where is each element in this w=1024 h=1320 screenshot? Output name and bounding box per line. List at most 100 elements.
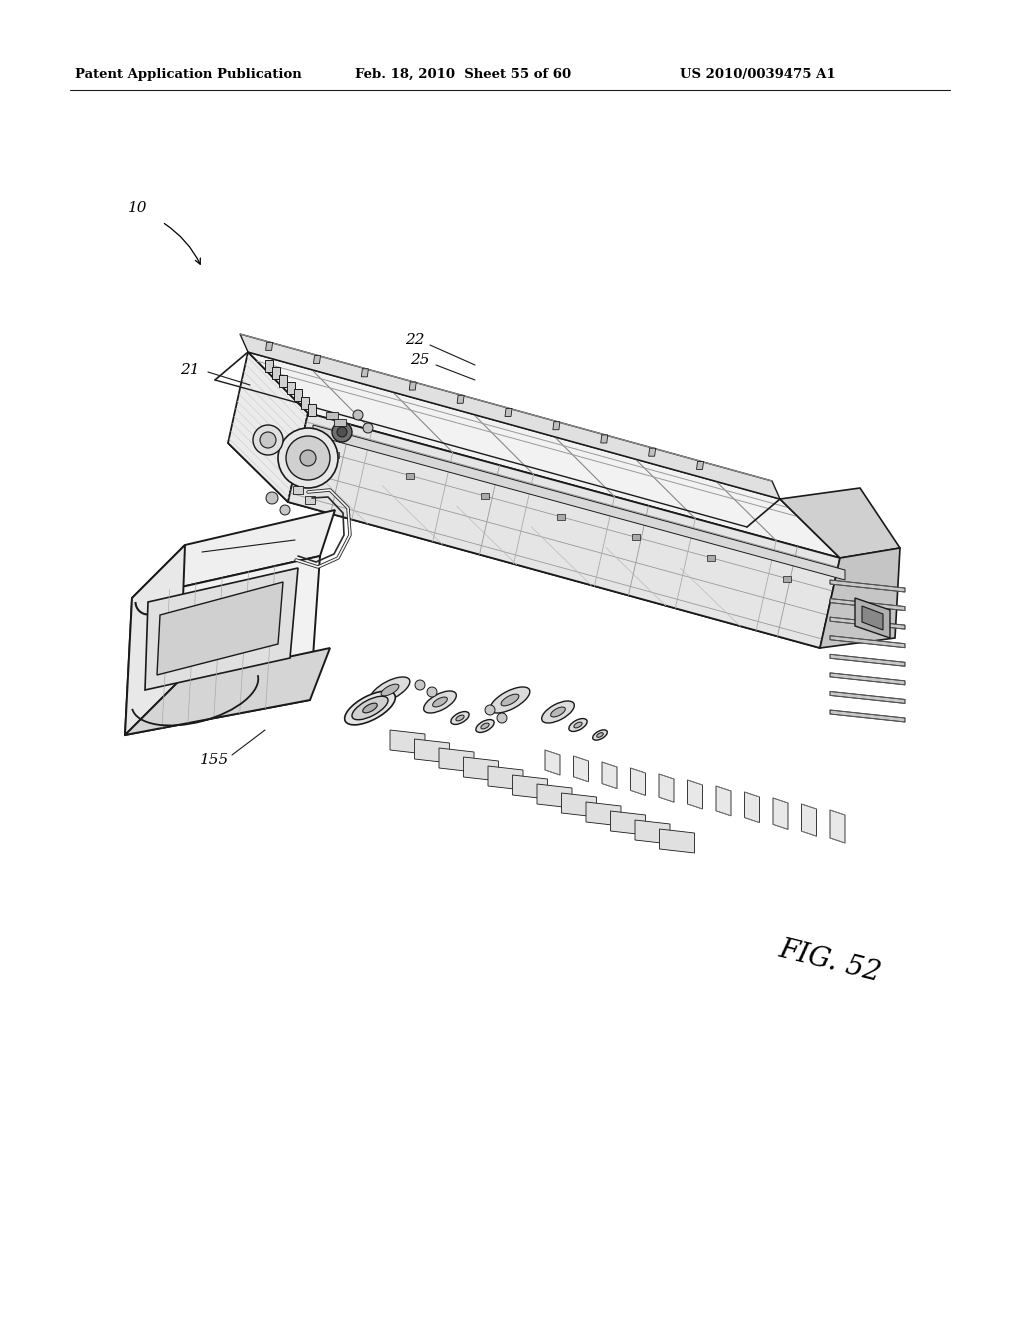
Polygon shape (361, 368, 369, 376)
Bar (334, 418, 346, 426)
Polygon shape (696, 462, 703, 470)
Bar (326, 412, 338, 418)
Bar (557, 513, 564, 520)
Polygon shape (313, 425, 845, 579)
Polygon shape (240, 334, 780, 499)
Circle shape (497, 713, 507, 723)
Polygon shape (248, 352, 840, 558)
Polygon shape (145, 568, 298, 690)
Polygon shape (280, 375, 288, 387)
Polygon shape (561, 793, 597, 817)
Polygon shape (228, 444, 820, 648)
Polygon shape (716, 785, 731, 816)
Polygon shape (308, 404, 316, 416)
Text: 155: 155 (201, 752, 229, 767)
Circle shape (485, 705, 495, 715)
Polygon shape (294, 389, 302, 401)
Polygon shape (830, 636, 905, 648)
Circle shape (332, 422, 352, 442)
Polygon shape (301, 397, 309, 409)
Polygon shape (830, 673, 905, 685)
Polygon shape (862, 606, 883, 630)
Polygon shape (488, 766, 523, 789)
Polygon shape (272, 367, 281, 379)
Polygon shape (265, 342, 272, 350)
Polygon shape (125, 648, 330, 735)
Polygon shape (802, 804, 816, 836)
Polygon shape (410, 381, 416, 389)
Polygon shape (464, 756, 499, 781)
Circle shape (415, 680, 425, 690)
Circle shape (337, 426, 347, 437)
Text: 22: 22 (406, 333, 425, 347)
Circle shape (427, 686, 437, 697)
Polygon shape (773, 799, 788, 829)
Text: 25: 25 (411, 352, 430, 367)
Polygon shape (512, 775, 548, 799)
Ellipse shape (352, 696, 388, 719)
Polygon shape (125, 556, 319, 735)
Bar (331, 453, 339, 458)
Ellipse shape (542, 701, 574, 723)
Polygon shape (573, 756, 589, 781)
Text: US 2010/0039475 A1: US 2010/0039475 A1 (680, 69, 836, 81)
Text: 21: 21 (180, 363, 200, 378)
Polygon shape (228, 352, 308, 502)
Ellipse shape (597, 733, 603, 738)
Circle shape (286, 436, 330, 480)
Bar (632, 535, 640, 540)
Text: 61: 61 (178, 545, 198, 558)
Polygon shape (635, 820, 670, 843)
Circle shape (280, 506, 290, 515)
Ellipse shape (433, 697, 447, 708)
Circle shape (253, 425, 283, 455)
Polygon shape (132, 510, 335, 598)
Polygon shape (602, 762, 617, 788)
Polygon shape (687, 780, 702, 809)
Bar (708, 554, 716, 561)
Polygon shape (265, 360, 273, 372)
Circle shape (260, 432, 276, 447)
Polygon shape (415, 739, 450, 763)
Polygon shape (457, 395, 464, 404)
Bar (481, 494, 489, 499)
Text: FIG. 52: FIG. 52 (775, 936, 884, 986)
Polygon shape (287, 381, 295, 395)
Polygon shape (505, 408, 512, 417)
Polygon shape (659, 829, 694, 853)
Polygon shape (545, 750, 560, 775)
Polygon shape (830, 598, 905, 611)
Bar (782, 576, 791, 582)
Polygon shape (537, 784, 572, 808)
Circle shape (278, 428, 338, 488)
Circle shape (266, 492, 278, 504)
Polygon shape (586, 803, 621, 826)
Polygon shape (553, 421, 560, 430)
Polygon shape (855, 598, 890, 638)
Polygon shape (830, 579, 905, 591)
Ellipse shape (345, 692, 395, 725)
Polygon shape (820, 548, 900, 648)
Bar (406, 473, 414, 479)
Ellipse shape (476, 719, 495, 733)
Ellipse shape (569, 718, 587, 731)
Polygon shape (830, 655, 905, 667)
Polygon shape (830, 810, 845, 843)
Ellipse shape (551, 708, 565, 717)
Text: 10: 10 (128, 201, 147, 215)
Polygon shape (390, 730, 425, 754)
Polygon shape (601, 436, 608, 444)
Ellipse shape (490, 686, 529, 713)
Polygon shape (830, 710, 905, 722)
Polygon shape (631, 768, 645, 796)
Ellipse shape (362, 704, 377, 713)
Ellipse shape (370, 677, 410, 704)
Polygon shape (125, 545, 185, 735)
Circle shape (353, 411, 362, 420)
Ellipse shape (424, 690, 457, 713)
Bar (305, 496, 315, 504)
Ellipse shape (456, 715, 464, 721)
Circle shape (300, 450, 316, 466)
Polygon shape (659, 774, 674, 803)
Polygon shape (780, 488, 900, 558)
